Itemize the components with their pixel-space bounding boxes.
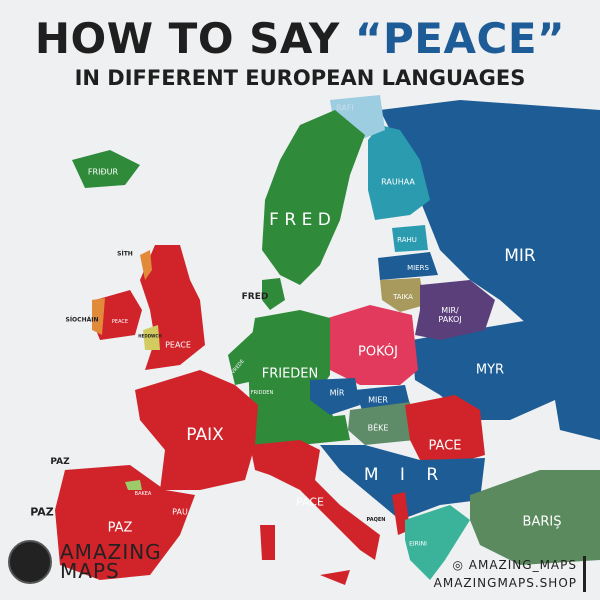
label-galicia: PAZ: [50, 457, 70, 467]
region-iceland: [72, 150, 140, 188]
region-basque: [125, 480, 142, 490]
label-wales: HEDDWCH: [138, 333, 162, 339]
shop-url: AMAZINGMAPS.SHOP: [433, 576, 577, 590]
label-catalonia: PAU: [172, 507, 188, 517]
region-scandinavia: [262, 110, 365, 285]
label-estonia: RAHU: [397, 236, 417, 244]
label-sweden: F R E D: [269, 210, 331, 230]
region-hungary: [348, 402, 415, 445]
label-czechia: MÍR: [329, 388, 345, 398]
page-subtitle: IN DIFFERENT EUROPEAN LANGUAGES: [74, 66, 526, 90]
region-germany: [248, 310, 335, 440]
amazing-maps-logo: AMAZING MAPS: [8, 540, 162, 584]
globe-icon: [8, 540, 52, 584]
label-basque: BAKEA: [134, 491, 152, 497]
region-italy: [250, 440, 380, 560]
region-latvia: [378, 252, 438, 280]
logo-line-2: MAPS: [60, 559, 120, 583]
region-denmark: [262, 278, 285, 310]
page-title: HOW TO SAY “PEACE”: [34, 14, 566, 63]
region-finland: [368, 125, 430, 220]
label-finland: RAUHAA: [381, 177, 415, 187]
label-italy: PACE: [296, 495, 324, 509]
label-lithuania: TAIKA: [393, 293, 413, 301]
region-austria: [255, 415, 350, 445]
region-netherlands: [228, 330, 258, 385]
region-balkans: [320, 445, 485, 520]
region-scottish-gaelic: [140, 250, 152, 280]
region-turkey: [470, 470, 600, 565]
region-romania: [405, 395, 485, 465]
label-romania: PACE: [428, 438, 462, 454]
label-russia: MIR: [504, 246, 536, 266]
region-sardinia: [260, 525, 275, 560]
label-ukraine: MYR: [475, 362, 505, 378]
logo-line-1: AMAZING: [60, 540, 162, 564]
label-slovakia: MIER: [368, 395, 388, 405]
label-luxembourg: FRIDDEN: [250, 390, 274, 396]
region-lithuania: [380, 278, 425, 312]
label-spain: PAZ: [107, 520, 133, 536]
label-germany: FRIEDEN: [261, 366, 319, 382]
instagram-handle: ◎ AMAZING_MAPS: [452, 558, 577, 572]
region-russia: [380, 100, 600, 440]
title-highlight: “PEACE”: [354, 14, 566, 63]
region-irish-gaelic: [92, 298, 105, 335]
region-poland: [328, 305, 418, 385]
label-portugal: PAZ: [30, 505, 54, 519]
region-ukraine: [412, 320, 560, 420]
region-iberia: [55, 465, 195, 580]
social-handles: ◎ AMAZING_MAPS AMAZINGMAPS.SHOP: [434, 556, 586, 592]
label-sami: RAFI: [336, 103, 354, 113]
region-slovakia: [355, 385, 410, 410]
label-denmark: FRED: [241, 292, 269, 302]
label-france: PAIX: [186, 425, 224, 445]
label-poland: POKÓJ: [358, 344, 398, 360]
region-estonia: [392, 225, 428, 252]
label-albania: PAQEN: [366, 517, 386, 523]
region-france: [135, 370, 258, 490]
region-sicily: [320, 570, 350, 585]
label-belarus: MIR/ PAKOJ: [438, 306, 462, 324]
label-ireland-gaelic: SÍOCHÁIN: [65, 316, 99, 324]
label-latvia: MIERS: [407, 264, 429, 272]
label-scotland-gaelic: SÌTH: [117, 250, 133, 258]
label-greece: EIRINI: [409, 540, 427, 548]
region-wales: [143, 325, 160, 350]
label-uk: PEACE: [165, 340, 191, 350]
label-turkey: BARIŞ: [522, 514, 562, 530]
region-greece: [405, 505, 470, 580]
label-hungary: BÉKE: [367, 423, 389, 433]
region-belarus: [415, 280, 495, 340]
region-czechia: [310, 378, 360, 415]
label-ireland: PEACE: [111, 319, 129, 325]
label-balkans: M I R: [363, 465, 447, 485]
label-iceland: FRIĐUR: [87, 167, 119, 177]
